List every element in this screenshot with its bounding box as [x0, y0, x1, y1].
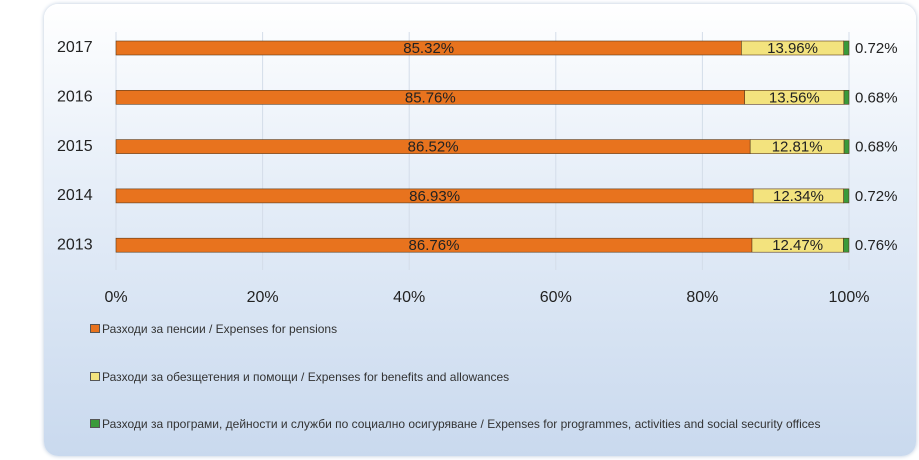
data-label: 86.52% — [408, 139, 459, 156]
bar-segment — [843, 237, 850, 253]
y-tick-label: 2013 — [57, 236, 93, 253]
y-tick-label: 2017 — [57, 39, 93, 56]
bar-segment — [843, 188, 850, 204]
data-label: 12.81% — [772, 139, 823, 156]
y-tick-label: 2015 — [57, 138, 93, 155]
x-tick-label: 40% — [393, 289, 425, 306]
data-label: 12.47% — [772, 237, 823, 254]
data-label: 13.96% — [767, 40, 818, 57]
x-tick-label: 20% — [247, 289, 279, 306]
y-tick-label: 2016 — [57, 89, 93, 106]
legend-entry: Разходи за програми, дейности и служби п… — [90, 417, 900, 432]
data-label: 86.93% — [409, 188, 460, 205]
legend-entry: Разходи за обезщетения и помощи / Expens… — [90, 370, 900, 385]
data-label: 85.76% — [405, 89, 456, 106]
data-label: 13.56% — [769, 89, 820, 106]
x-tick-label: 0% — [104, 289, 127, 306]
y-tick-label: 2014 — [57, 187, 93, 204]
data-label: 86.76% — [409, 237, 460, 254]
legend-swatch — [90, 419, 100, 428]
x-tick-label: 80% — [686, 289, 718, 306]
data-label: 12.34% — [773, 188, 824, 205]
legend-label: Разходи за пенсии / Expenses for pension… — [102, 322, 338, 336]
legend-entry: Разходи за пенсии / Expenses for pension… — [90, 322, 900, 337]
bar-segment — [843, 90, 850, 105]
data-label: 0.72% — [855, 188, 898, 205]
data-label: 85.32% — [403, 40, 454, 57]
legend-label: Разходи за обезщетения и помощи / Expens… — [102, 370, 510, 384]
data-label: 0.68% — [855, 139, 898, 156]
data-label: 0.76% — [855, 237, 898, 254]
x-tick-label: 60% — [540, 289, 572, 306]
data-label: 0.68% — [855, 89, 898, 106]
panel — [44, 4, 916, 456]
legend-swatch — [90, 324, 100, 333]
legend-label: Разходи за програми, дейности и служби п… — [102, 417, 821, 431]
data-label: 0.72% — [855, 40, 898, 57]
legend-swatch — [90, 372, 100, 381]
x-tick-label: 100% — [829, 289, 870, 306]
bar-segment — [843, 139, 850, 154]
bar-segment — [843, 40, 850, 56]
